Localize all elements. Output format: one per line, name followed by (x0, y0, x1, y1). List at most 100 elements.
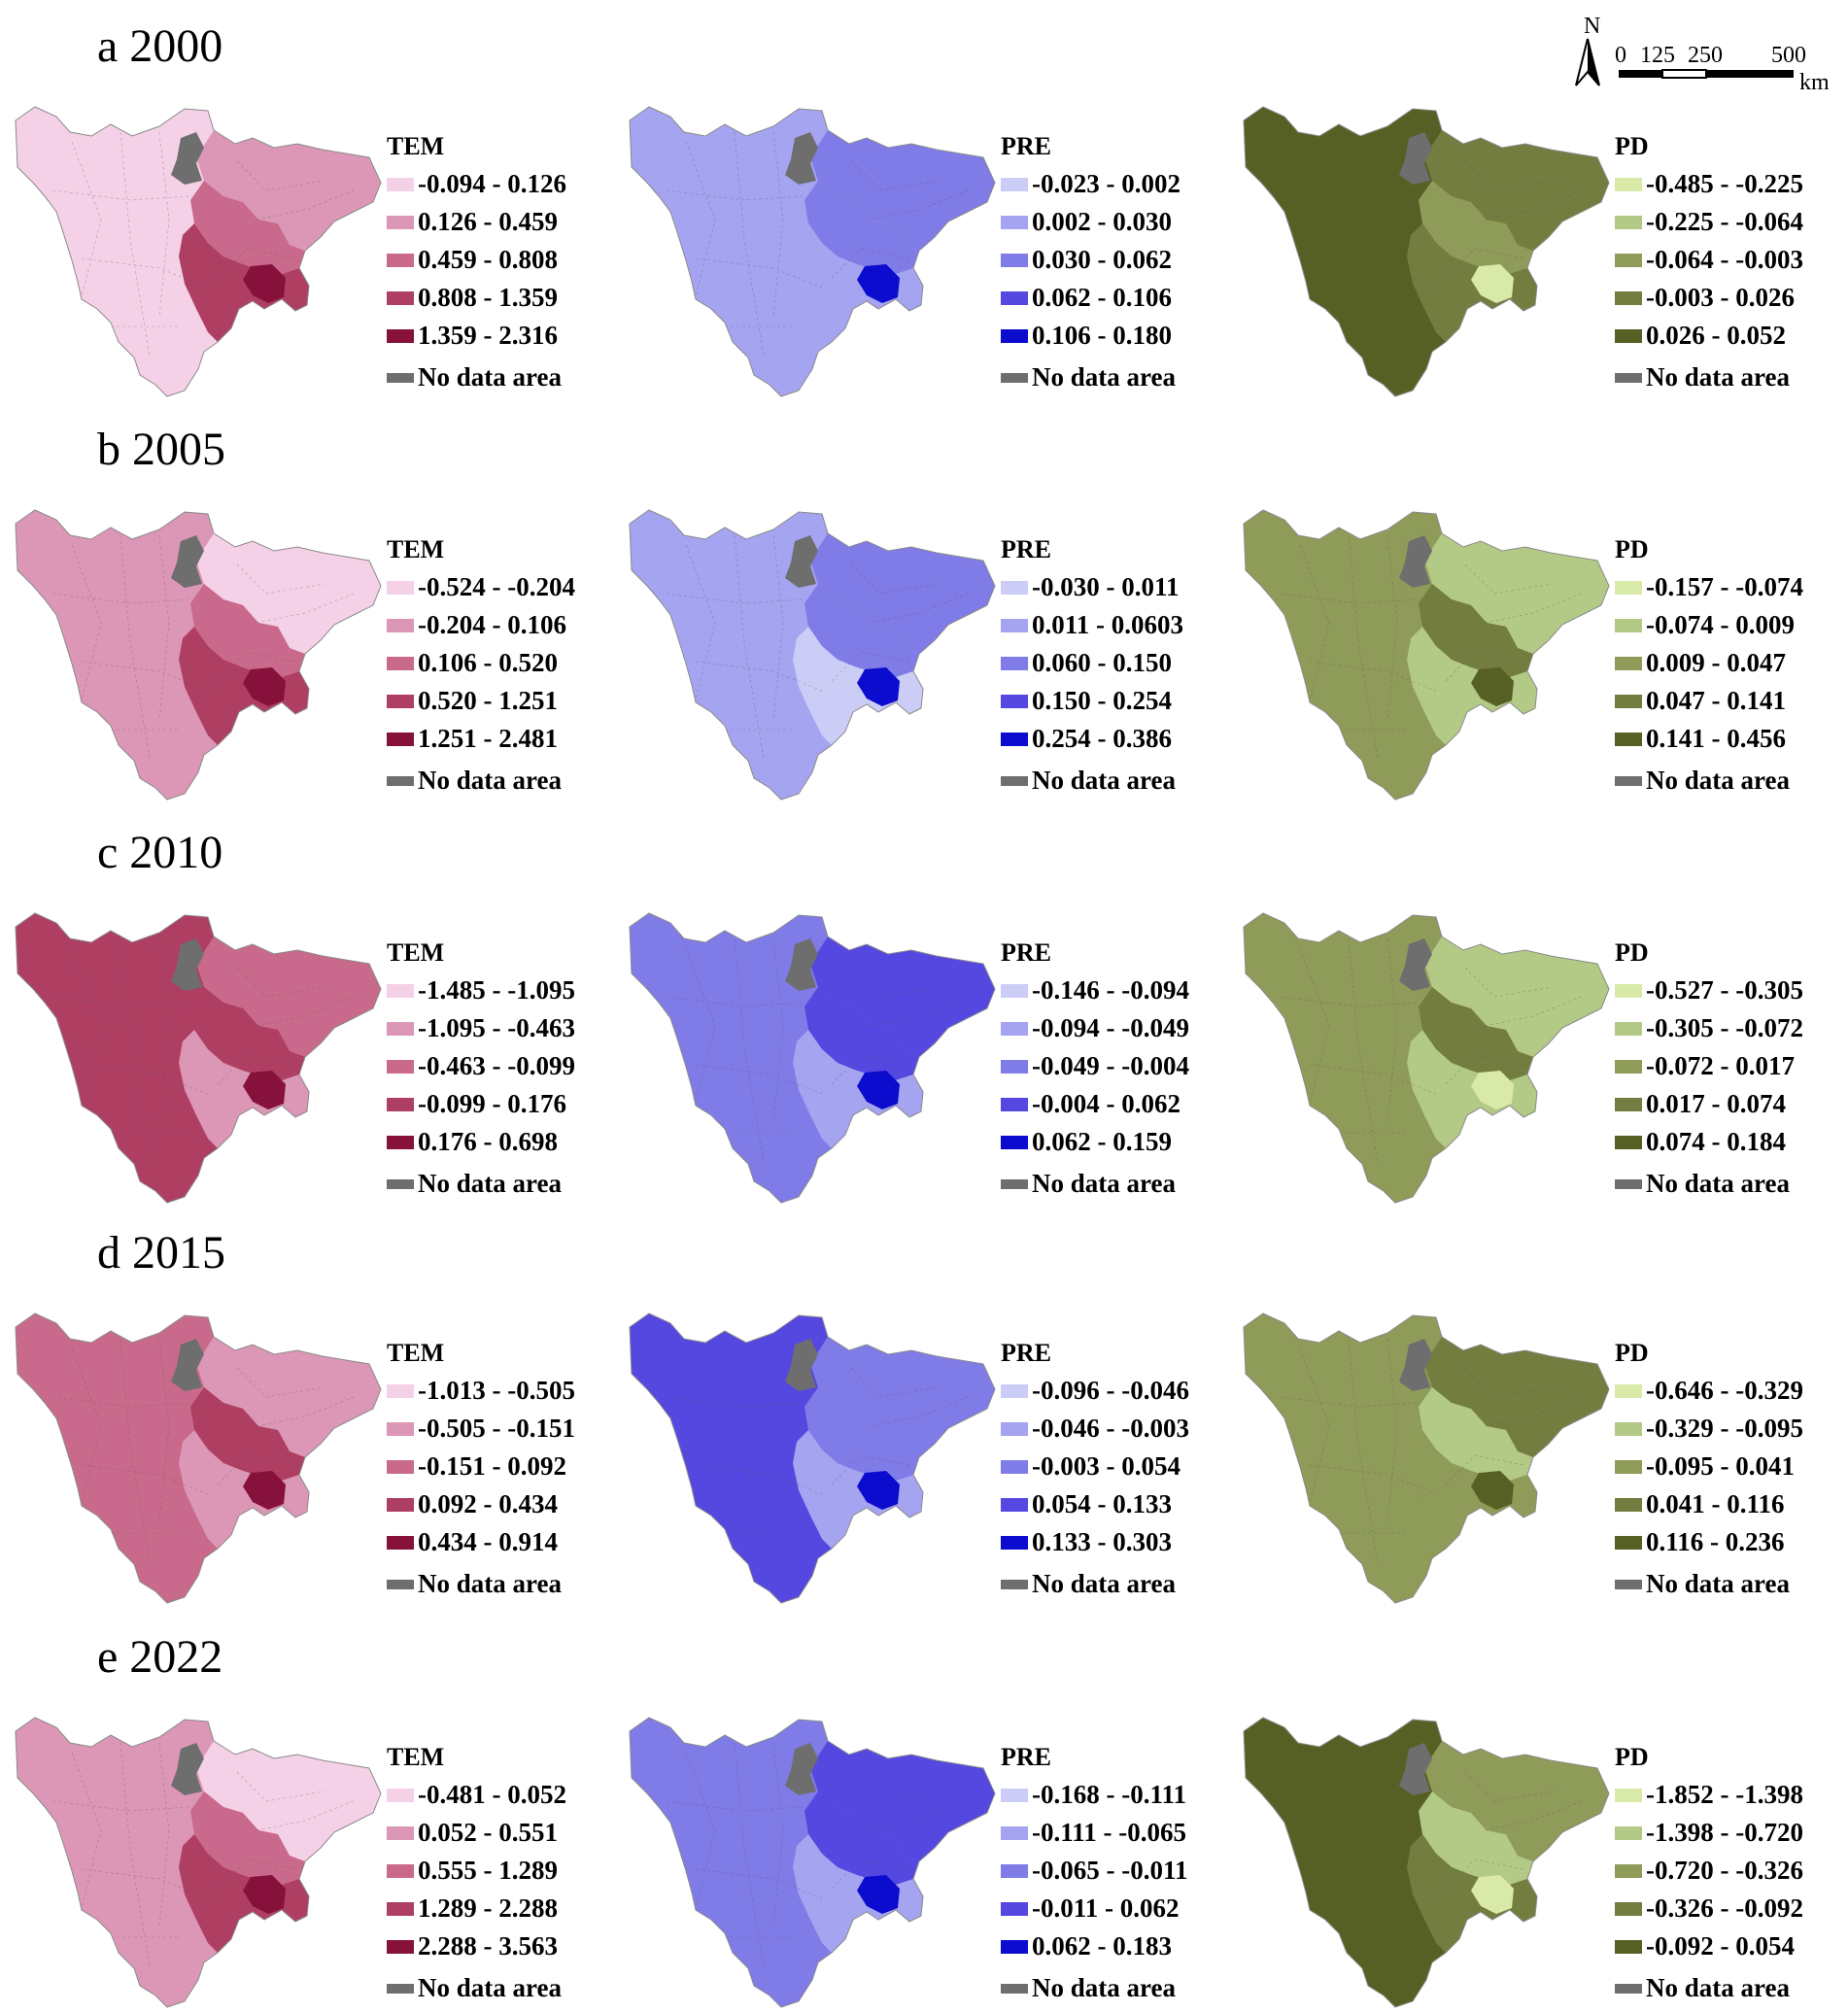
region-southeast (179, 223, 309, 342)
legend-label: -0.065 - -0.011 (1032, 1856, 1188, 1885)
region-southeast (1407, 1030, 1537, 1148)
legend-swatch (1615, 1097, 1642, 1111)
scale-bar-segment-2 (1661, 69, 1707, 79)
legend-swatch-nodata (387, 1178, 414, 1189)
legend-swatch (387, 1825, 414, 1840)
legend-item: 0.062 - 0.183 (1001, 1927, 1187, 1965)
region-center (1419, 1791, 1533, 1885)
legend-swatch-nodata (1001, 1178, 1028, 1189)
legend-label-nodata: No data area (1646, 766, 1790, 795)
legend-item: 0.176 - 0.698 (387, 1123, 575, 1161)
legend-title: PD (1615, 1339, 1649, 1367)
legend-item: -0.064 - -0.003 (1615, 241, 1803, 279)
scale-bar-segment-3 (1706, 70, 1794, 78)
legend-label: -1.398 - -0.720 (1646, 1818, 1803, 1847)
region-southeast (1407, 223, 1537, 342)
map-pd (1243, 106, 1610, 397)
legend-label: -0.505 - -0.151 (418, 1414, 575, 1443)
legend-item: -0.049 - -0.004 (1001, 1047, 1189, 1085)
legend-swatch-nodata (1615, 372, 1642, 383)
county-boundary (685, 1347, 716, 1505)
legend-swatch (387, 656, 414, 670)
legend-title: PRE (1001, 535, 1051, 563)
county-boundary (1309, 1064, 1437, 1095)
legend-label: 0.041 - 0.116 (1646, 1489, 1785, 1518)
county-boundary (1445, 1454, 1524, 1485)
legend-label: -0.646 - -0.329 (1646, 1376, 1803, 1405)
scale-tick-500: 500 (1771, 43, 1806, 68)
legend-swatch (387, 215, 414, 229)
county-boundary (1464, 563, 1554, 595)
county-boundary (1445, 1859, 1524, 1890)
region-center (804, 1387, 919, 1481)
legend-item: 0.041 - 0.116 (1615, 1485, 1803, 1523)
county-boundary (831, 651, 910, 682)
map-outline (629, 509, 996, 801)
legend-label-nodata: No data area (1032, 1973, 1176, 2002)
legend-pre: PRE -0.023 - 0.002 0.002 - 0.030 0.030 - 0.… (1001, 128, 1181, 396)
legend-swatch (1615, 1059, 1642, 1074)
legend-label: 0.116 - 0.236 (1646, 1527, 1785, 1556)
county-boundary (1386, 1338, 1398, 1524)
county-boundary (850, 1367, 940, 1398)
legend-label: 0.002 - 0.030 (1032, 207, 1172, 236)
legend-label: 0.176 - 0.698 (418, 1127, 558, 1156)
county-boundary (685, 1752, 716, 1909)
map-pd (1243, 509, 1610, 801)
legend-swatch (1615, 215, 1642, 229)
scale-tick-250: 250 (1688, 43, 1723, 68)
county-boundary (1280, 1800, 1418, 1812)
legend-item-nodata: No data area (387, 762, 575, 800)
county-boundary (666, 1396, 804, 1408)
legend-item-nodata: No data area (1615, 358, 1803, 396)
legend-label: -0.004 - 0.062 (1032, 1089, 1181, 1118)
legend-pre: PRE -0.146 - -0.094 -0.094 - -0.049 -0.049 … (1001, 935, 1189, 1203)
legend-item: 0.054 - 0.133 (1001, 1485, 1189, 1523)
legend-item: -1.485 - -1.095 (387, 972, 575, 1009)
legend-title: TEM (387, 1339, 445, 1367)
legend-label: 0.054 - 0.133 (1032, 1489, 1172, 1518)
legend-item: -0.485 - -0.225 (1615, 165, 1803, 203)
legend-title: TEM (387, 535, 445, 563)
region-southeast (793, 627, 923, 745)
legend-swatch (1615, 618, 1642, 632)
legend-swatch (1615, 1021, 1642, 1036)
county-boundary (51, 996, 189, 1007)
legend-item: -0.225 - -0.064 (1615, 203, 1803, 241)
legend-item-nodata: No data area (387, 358, 566, 396)
legend-label-nodata: No data area (1032, 1569, 1176, 1598)
legend-swatch (387, 177, 414, 191)
legend-label: 1.289 - 2.288 (418, 1893, 558, 1923)
legend-swatch-nodata (387, 372, 414, 383)
legend-item: -0.481 - 0.052 (387, 1776, 566, 1814)
map-outline (629, 912, 996, 1204)
legend-swatch (387, 1939, 414, 1954)
legend-swatch (1615, 1535, 1642, 1550)
region-center (1419, 584, 1533, 677)
legend-item: -0.094 - -0.049 (1001, 1009, 1189, 1047)
county-boundary (850, 1771, 940, 1802)
legend-title: TEM (387, 938, 445, 967)
north-label: N (1584, 14, 1600, 39)
county-boundary (1280, 189, 1418, 201)
legend-pd: PD -0.157 - -0.074 -0.074 - 0.009 0.009 - 0… (1615, 531, 1803, 800)
region-hotspot (857, 1471, 900, 1510)
county-boundary (1348, 131, 1379, 357)
legend-swatch (1615, 1135, 1642, 1149)
county-boundary (256, 189, 355, 221)
legend-title: PD (1615, 1743, 1649, 1771)
scale-bar-segment-1 (1619, 70, 1662, 78)
legend-item-nodata: No data area (1001, 762, 1183, 800)
legend-item: -0.004 - 0.062 (1001, 1085, 1189, 1123)
region-center (190, 1791, 305, 1885)
region-center (804, 1791, 919, 1885)
legend-item: -0.011 - 0.062 (1001, 1890, 1187, 1927)
legend-label-nodata: No data area (418, 1973, 562, 2002)
legend-label: -0.046 - -0.003 (1032, 1414, 1189, 1443)
legend-label: -0.225 - -0.064 (1646, 207, 1803, 236)
region-southeast (179, 1834, 309, 1953)
county-boundary (772, 1338, 784, 1524)
region-southeast (793, 1430, 923, 1549)
legend-item: -0.204 - 0.106 (387, 606, 575, 644)
legend-item: 1.289 - 2.288 (387, 1890, 566, 1927)
